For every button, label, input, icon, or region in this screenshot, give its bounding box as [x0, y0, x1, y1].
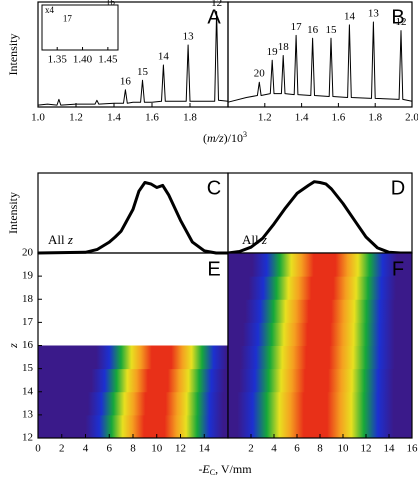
- frame: [227, 1, 413, 108]
- x-axis-label-part: 3: [243, 130, 247, 139]
- heat-row: [38, 414, 228, 439]
- heat-row: [228, 322, 412, 346]
- heat-row: [228, 345, 412, 370]
- peak-label: 19: [267, 46, 279, 58]
- heat-row: [228, 276, 412, 300]
- heat-row: [228, 299, 412, 323]
- y-tick-label: 12: [22, 432, 33, 444]
- peak-label: 13: [183, 30, 195, 42]
- y-tick-label: 20: [22, 247, 34, 259]
- panel-label: A: [207, 6, 221, 28]
- peak-label: 14: [344, 10, 356, 22]
- x-axis-label-part: -E: [198, 462, 210, 476]
- peak-label: 16: [120, 75, 132, 87]
- inset-label: x4: [45, 5, 55, 15]
- line: [37, 11, 229, 106]
- x-axis-label-part: , V/mm: [215, 462, 252, 476]
- x-tick-label: 12: [175, 443, 186, 455]
- inset-tick-label: 1.45: [98, 54, 118, 66]
- x-tick-label: 12: [361, 443, 372, 455]
- x-axis-label: (m/z)/103: [203, 130, 247, 145]
- y-tick-label: 18: [22, 293, 34, 305]
- y-tick-label: 17: [22, 316, 34, 328]
- inset-tick-label: 1.40: [73, 54, 93, 66]
- x-tick-label: 6: [294, 443, 300, 455]
- inset-tick-label: 1.35: [48, 54, 68, 66]
- peak-label: 20: [254, 68, 266, 80]
- x-tick-label: 8: [130, 443, 136, 455]
- y-tick-label: 16: [22, 339, 34, 351]
- peak-label: 17: [63, 14, 73, 24]
- x-tick-label: 14: [199, 443, 211, 455]
- x-axis-label-part: )/10: [224, 131, 243, 145]
- x-axis-label: -EC, V/mm: [198, 462, 252, 477]
- line: [37, 181, 228, 255]
- annotation: All z: [48, 232, 73, 247]
- x-tick-label: 4: [271, 443, 277, 455]
- peak-label: 12: [395, 16, 406, 28]
- panel-label: F: [392, 258, 404, 280]
- heat-row: [38, 391, 228, 416]
- x-tick-label: 1.2: [258, 112, 272, 124]
- panel-label: E: [207, 258, 220, 280]
- peak-label: 13: [368, 8, 380, 20]
- line: [227, 180, 412, 255]
- annotation: All z: [242, 232, 267, 247]
- heat-row: [228, 414, 412, 439]
- annotation-part: z: [67, 232, 73, 247]
- x-tick-label: 1.6: [332, 112, 346, 124]
- annotation-part: All: [242, 232, 262, 247]
- panel-label: C: [207, 177, 221, 199]
- x-tick-label: 1.4: [295, 112, 309, 124]
- x-tick-label: 0: [35, 443, 41, 455]
- x-axis-label-part: m/z: [207, 131, 224, 145]
- x-axis-label-part: C: [210, 468, 215, 477]
- peak-label: 15: [326, 24, 338, 36]
- x-tick-label: 10: [151, 443, 163, 455]
- line: [227, 21, 413, 103]
- x-tick-label: 2.0: [405, 112, 418, 124]
- x-tick-label: 1.8: [183, 112, 197, 124]
- x-axis-label-part: (: [203, 131, 207, 145]
- x-tick-label: 2: [59, 443, 65, 455]
- annotation-part: All: [48, 232, 68, 247]
- peak-label: 18: [278, 41, 290, 53]
- peak-label: 14: [158, 51, 170, 63]
- x-tick-label: 1.6: [145, 112, 159, 124]
- x-tick-label: 6: [107, 443, 113, 455]
- y-axis-label: Intensity: [6, 192, 20, 234]
- heat-row: [228, 391, 412, 416]
- panel-label: B: [391, 6, 404, 28]
- y-tick-label: 14: [22, 385, 34, 397]
- heat-row: [228, 253, 412, 277]
- y-tick-label: 13: [22, 408, 34, 420]
- x-tick-label: 1.0: [31, 112, 45, 124]
- peak-label: 17: [291, 21, 303, 33]
- peak-label: 16: [307, 24, 319, 36]
- x-tick-label: 2: [248, 443, 254, 455]
- x-tick-label: 14: [384, 443, 396, 455]
- x-tick-label: 10: [338, 443, 350, 455]
- heat-row: [38, 345, 228, 370]
- peak-label: 16: [106, 0, 116, 7]
- y-axis-label: Intensity: [6, 34, 20, 76]
- heat-row: [38, 368, 228, 393]
- panel-label: D: [391, 177, 405, 199]
- x-tick-label: 1.2: [69, 112, 83, 124]
- annotation-part: z: [261, 232, 267, 247]
- x-tick-label: 16: [407, 443, 418, 455]
- peak-label: 12: [211, 0, 222, 9]
- peak-label: 15: [137, 66, 149, 78]
- x-tick-label: 4: [83, 443, 89, 455]
- inset-frame: [41, 4, 119, 51]
- y-tick-label: 19: [22, 270, 34, 282]
- x-tick-label: 8: [317, 443, 323, 455]
- y-axis-label: z: [6, 343, 20, 349]
- x-tick-label: 1.8: [368, 112, 382, 124]
- x-tick-label: 1.4: [107, 112, 121, 124]
- heat-row: [228, 368, 412, 393]
- y-tick-label: 15: [22, 362, 34, 374]
